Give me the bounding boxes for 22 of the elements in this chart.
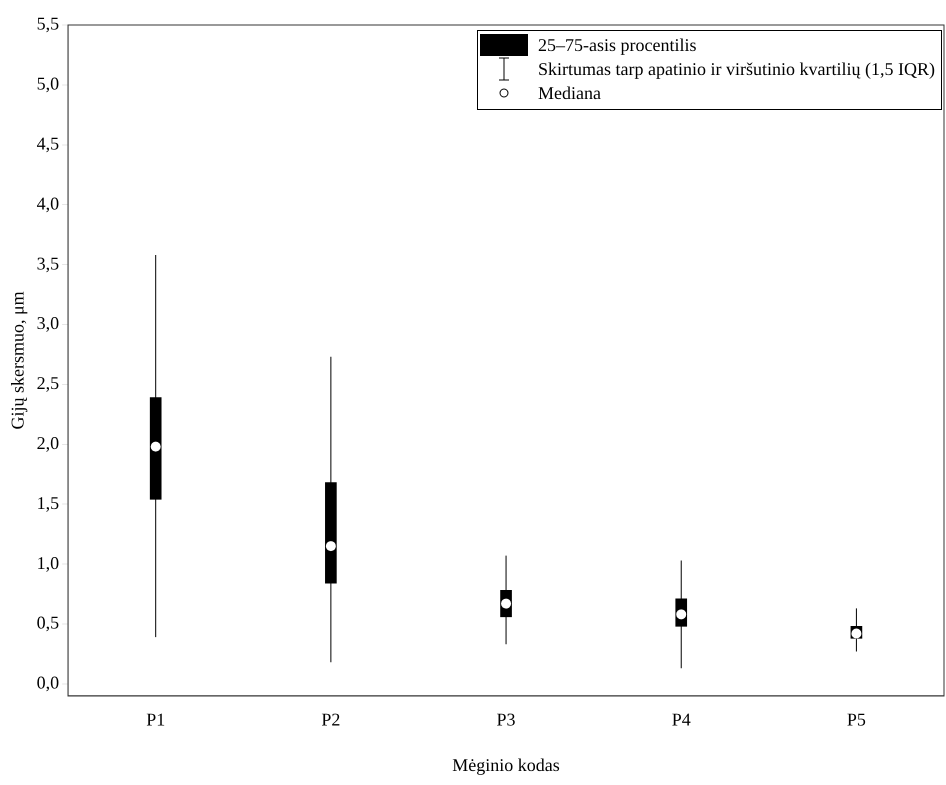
x-tick-label: P1 (146, 709, 166, 730)
y-tick-label: 0,0 (36, 672, 60, 693)
y-tick-label: 3,0 (36, 313, 60, 334)
x-axis-title: Mėginio kodas (452, 754, 560, 775)
y-tick-label: 1,5 (36, 492, 60, 513)
y-tick-label: 4,0 (36, 193, 60, 214)
y-tick-label: 5,5 (36, 14, 60, 34)
y-tick-label: 3,5 (36, 253, 60, 274)
y-tick-label: 1,0 (36, 552, 60, 573)
annotation: Mediana (538, 82, 602, 104)
x-tick-label: P2 (321, 709, 340, 730)
y-tick-label: 5,0 (36, 74, 60, 94)
y-tick-label: 4,5 (36, 134, 60, 154)
x-tick-label: P5 (846, 709, 866, 730)
x-tick-label: P3 (496, 709, 516, 730)
y-tick-label: 2,0 (36, 432, 60, 453)
annotation: Skirtumas tarp apatinio ir viršutinio kvartilių (1,5 IQR) (538, 58, 935, 80)
x-tick-label: P4 (672, 709, 691, 730)
y-tick-label: 0,5 (36, 612, 60, 633)
y-tick-label: 2,5 (36, 373, 60, 394)
annotation: 25–75-asis procentilis (538, 34, 697, 56)
y-axis-title: Gijų skersmuo, μm (8, 291, 28, 430)
